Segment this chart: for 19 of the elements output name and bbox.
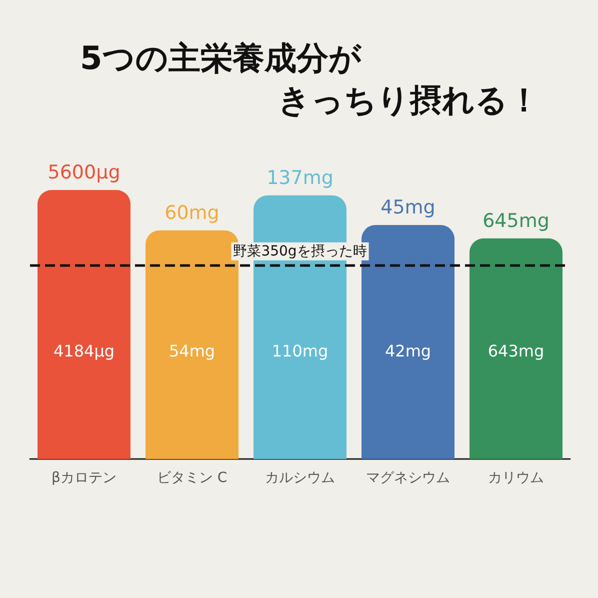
annotation: 60mg: [164, 202, 220, 224]
annotation: 110mg: [272, 342, 328, 360]
chart-title: 5つの主栄養成分がきっちり摂れる！: [80, 39, 540, 119]
annotation: 45mg: [380, 196, 436, 218]
annotation: 54mg: [168, 342, 216, 360]
x-tick-label: カリウム: [488, 470, 544, 486]
bar: [470, 238, 562, 459]
ref-line-label: 野菜350gを摂った時: [233, 243, 367, 260]
bar: [38, 190, 130, 459]
annotation: 4184μg: [53, 342, 115, 360]
annotation: 643mg: [488, 342, 544, 360]
text: 137mg: [266, 166, 334, 189]
x-tick-label: カルシウム: [265, 470, 335, 486]
annotation: 645mg: [482, 210, 550, 232]
x-tick-label: ビタミン C: [156, 470, 228, 486]
text: 5600μg: [48, 162, 120, 184]
x-tick-label: マグネシウム: [366, 470, 450, 486]
annotation: 42mg: [384, 342, 432, 360]
x-tick-label: βカロテン: [52, 470, 116, 486]
